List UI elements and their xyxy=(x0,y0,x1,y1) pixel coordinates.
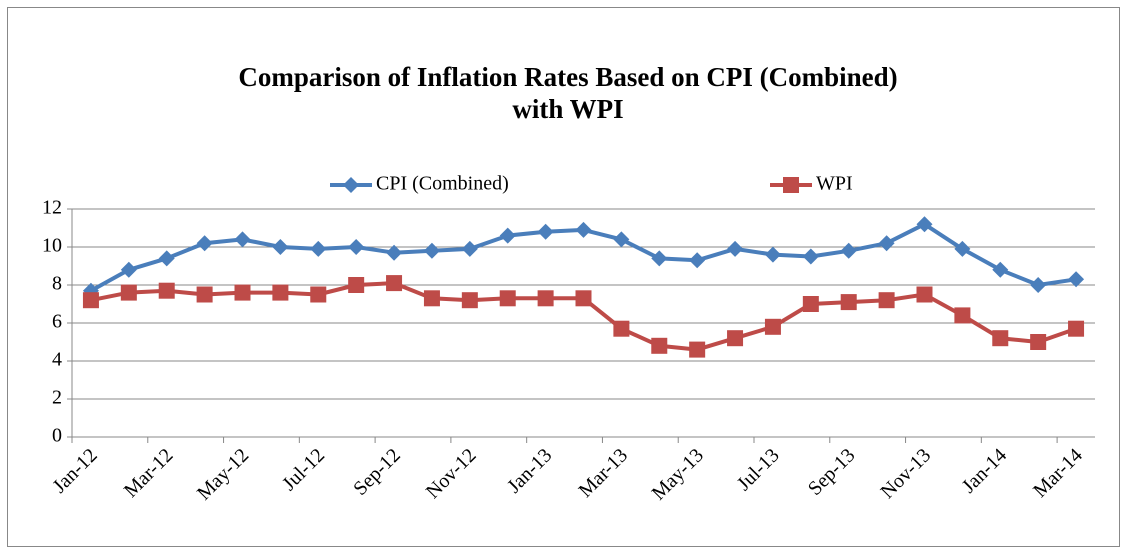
point-marker xyxy=(234,231,251,248)
point-marker xyxy=(764,318,781,335)
point-marker xyxy=(954,307,971,324)
y-tick-label: 0 xyxy=(52,425,62,447)
y-tick-label: 2 xyxy=(52,387,62,409)
point-marker xyxy=(992,261,1009,278)
point-marker xyxy=(310,240,327,257)
point-marker xyxy=(727,240,744,257)
point-marker xyxy=(158,250,175,267)
point-marker xyxy=(689,252,706,269)
chart-subtitle: with WPI xyxy=(512,94,623,124)
y-tick-label: 4 xyxy=(52,349,62,371)
legend-label: CPI (Combined) xyxy=(376,173,509,195)
point-marker xyxy=(575,290,592,307)
point-marker xyxy=(272,284,289,301)
point-marker xyxy=(954,240,971,257)
point-marker xyxy=(348,277,365,293)
chart-title: Comparison of Inflation Rates Based on C… xyxy=(238,62,897,92)
point-marker xyxy=(386,244,403,261)
point-marker xyxy=(727,330,744,347)
point-marker xyxy=(878,292,895,309)
point-marker xyxy=(158,282,175,299)
legend-label: WPI xyxy=(816,173,853,195)
point-marker xyxy=(651,337,668,354)
point-marker xyxy=(423,290,440,307)
point-marker xyxy=(537,223,554,240)
point-marker xyxy=(537,290,554,307)
point-marker xyxy=(499,227,516,244)
point-marker xyxy=(461,292,478,309)
point-marker xyxy=(1030,334,1047,350)
point-marker xyxy=(840,294,857,311)
y-tick-label: 6 xyxy=(52,311,62,333)
point-marker xyxy=(992,330,1009,347)
point-marker xyxy=(840,242,857,259)
point-marker xyxy=(916,216,933,233)
chart-border xyxy=(7,7,1120,547)
point-marker xyxy=(196,286,213,303)
point-marker xyxy=(764,246,781,263)
point-marker xyxy=(802,248,819,265)
point-marker xyxy=(651,250,668,267)
point-marker xyxy=(120,284,137,301)
point-marker xyxy=(423,242,440,259)
point-marker xyxy=(272,239,289,255)
point-marker xyxy=(575,221,592,238)
point-marker xyxy=(916,286,933,303)
point-marker xyxy=(82,292,99,309)
point-marker xyxy=(1068,320,1085,337)
point-marker xyxy=(386,275,403,292)
point-marker xyxy=(234,284,251,301)
legend-marker xyxy=(343,177,359,193)
point-marker xyxy=(499,290,516,307)
y-tick-label: 12 xyxy=(42,197,62,219)
point-marker xyxy=(613,231,630,248)
point-marker xyxy=(461,240,478,257)
point-marker xyxy=(878,235,895,252)
point-marker xyxy=(1068,271,1085,288)
legend-marker xyxy=(783,177,799,193)
point-marker xyxy=(802,296,819,312)
point-marker xyxy=(1030,277,1047,293)
point-marker xyxy=(310,286,327,303)
point-marker xyxy=(689,341,706,358)
point-marker xyxy=(196,235,213,252)
point-marker xyxy=(120,261,137,278)
y-tick-label: 8 xyxy=(52,273,62,295)
point-marker xyxy=(613,320,630,337)
point-marker xyxy=(348,239,365,255)
y-tick-label: 10 xyxy=(42,235,62,257)
